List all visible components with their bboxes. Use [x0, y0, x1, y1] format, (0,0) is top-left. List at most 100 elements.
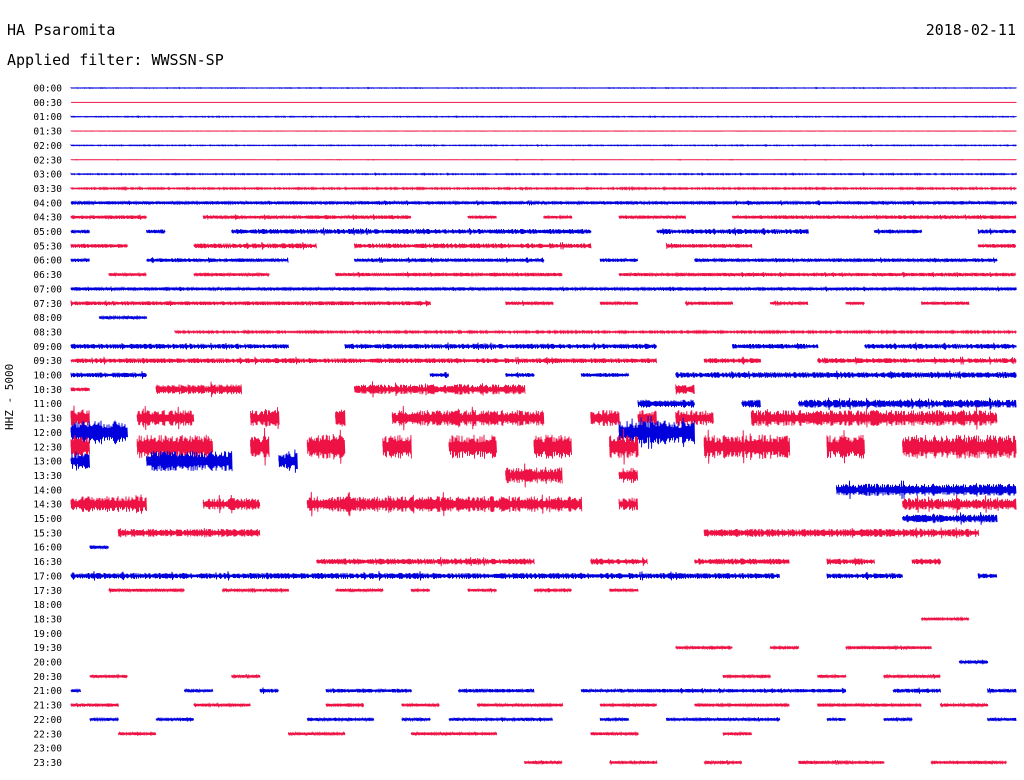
trace-segment [505, 463, 563, 488]
trace-segment [70, 688, 81, 694]
trace-segment [864, 342, 1017, 351]
trace-segment [533, 434, 572, 459]
trace-segment [89, 544, 109, 550]
trace-segment [174, 329, 1017, 335]
row-time-label: 04:30 [33, 213, 62, 224]
trace-segment [231, 673, 261, 680]
row-time-label: 01:00 [33, 112, 62, 123]
trace-segment [987, 687, 1017, 694]
trace-segment [505, 300, 554, 306]
trace-segment [618, 467, 639, 484]
trace-segment [335, 587, 384, 594]
trace-segment [89, 716, 119, 723]
trace-segment [618, 497, 639, 511]
trace-segment [590, 731, 639, 737]
row-time-label: 10:00 [33, 371, 62, 382]
trace-segment [883, 673, 941, 680]
trace-segment [883, 716, 913, 722]
trace-segment [70, 420, 128, 445]
trace-segment [306, 491, 583, 517]
trace-segment [117, 528, 261, 538]
trace-segment [221, 587, 290, 594]
trace-segment [817, 673, 847, 680]
trace-segment [836, 480, 1017, 500]
trace-segment [401, 716, 431, 723]
row-time-label: 03:00 [33, 170, 62, 181]
trace-segment [335, 409, 346, 427]
trace-segment [732, 343, 819, 350]
date-label: 2018-02-11 [925, 21, 1016, 39]
row-time-label: 07:30 [33, 299, 62, 310]
trace-segment [70, 451, 90, 471]
trace-segment [155, 716, 195, 722]
trace-segment [70, 300, 431, 307]
trace-segment [70, 371, 147, 379]
trace-segment [826, 716, 846, 722]
trace-segment [817, 356, 1017, 365]
trace-segment [354, 242, 592, 250]
trace-segment [921, 300, 970, 306]
trace-segment [231, 227, 592, 236]
trace-segment [599, 716, 630, 723]
trace-segment [580, 687, 847, 694]
trace-segment [146, 257, 289, 264]
row-time-label: 05:30 [33, 241, 62, 252]
trace-segment [250, 427, 270, 466]
trace-segment [845, 644, 932, 651]
row-time-label: 18:00 [33, 600, 62, 611]
trace-segment [599, 257, 639, 263]
trace-segment [599, 702, 658, 708]
trace-segment [694, 257, 998, 264]
trace-segment [70, 143, 1017, 148]
trace-segment [703, 429, 791, 464]
trace-segment [410, 587, 431, 593]
trace-segment [250, 407, 280, 430]
row-time-label: 11:30 [33, 414, 62, 425]
row-time-label: 13:30 [33, 471, 62, 482]
row-time-label: 01:30 [33, 127, 62, 138]
trace-segment [136, 406, 195, 431]
row-time-label: 05:00 [33, 227, 62, 238]
row-time-label: 15:30 [33, 528, 62, 539]
row-time-label: 02:00 [33, 141, 62, 152]
trace-segment [70, 702, 119, 708]
row-time-label: 03:30 [33, 184, 62, 195]
row-time-label: 17:00 [33, 571, 62, 582]
trace-segment [70, 286, 1017, 292]
trace-segment [902, 512, 998, 525]
trace-segment [599, 300, 639, 307]
trace-segment [70, 130, 1017, 132]
trace-segment [750, 406, 998, 430]
trace-segment [826, 430, 865, 464]
row-time-label: 09:00 [33, 342, 62, 353]
trace-segment [618, 271, 1017, 278]
trace-segment [287, 730, 346, 737]
trace-segment [70, 86, 1017, 90]
trace-segment [543, 214, 573, 220]
row-time-label: 23:00 [33, 744, 62, 755]
trace-segment [921, 616, 970, 622]
trace-segment [609, 428, 639, 465]
trace-segment [826, 557, 875, 566]
trace-segment [335, 271, 563, 278]
trace-segment [665, 242, 753, 249]
trace-segment [382, 434, 412, 459]
trace-segment [911, 558, 942, 565]
row-time-label: 08:30 [33, 327, 62, 338]
trace-segment [457, 687, 535, 694]
trace-segment [410, 730, 498, 737]
trace-segment [325, 702, 365, 708]
trace-segment [902, 434, 1017, 459]
trace-segment [580, 372, 630, 378]
row-time-label: 13:00 [33, 457, 62, 468]
trace-segment [732, 214, 1017, 220]
row-time-label: 16:30 [33, 557, 62, 568]
trace-segment [70, 356, 657, 365]
row-time-label: 19:00 [33, 629, 62, 640]
trace-segment [684, 300, 734, 307]
trace-segment [146, 229, 166, 235]
trace-segment [391, 405, 545, 431]
trace-segment [70, 435, 90, 459]
trace-segment [637, 399, 695, 408]
trace-segment [977, 228, 1017, 235]
